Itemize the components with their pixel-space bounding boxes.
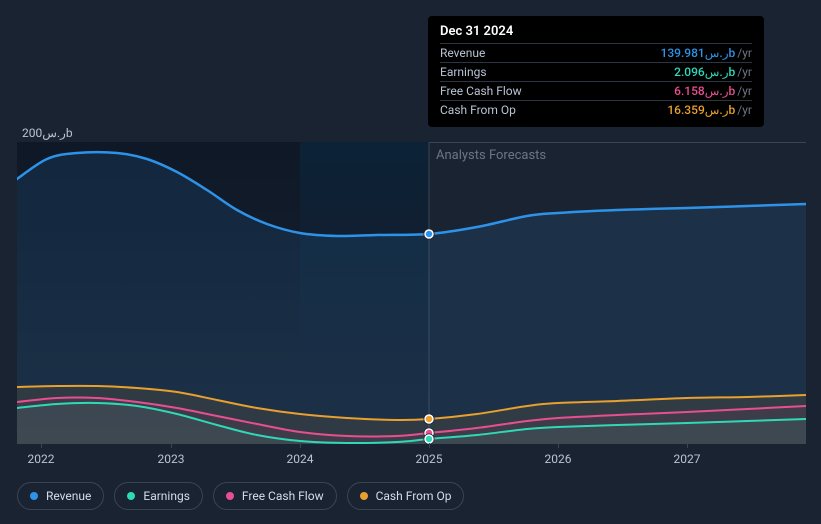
tooltip-row-label: Cash From Op [440, 103, 667, 117]
legend-label: Cash From Op [376, 489, 452, 503]
tooltip-row-value: 2.096ر.سb [674, 65, 735, 79]
tooltip-row: Earnings2.096ر.سb /yr [440, 62, 752, 81]
tooltip-row-unit: /yr [737, 103, 752, 117]
tooltip-row-value: 6.158ر.سb [674, 84, 735, 98]
x-tickmark [41, 443, 42, 448]
tooltip-row-value: 16.359ر.سb [667, 103, 735, 117]
y-axis-label-top: ر.س200b [22, 126, 73, 140]
tooltip-row: Free Cash Flow6.158ر.سb /yr [440, 81, 752, 100]
x-tickmark [429, 443, 430, 448]
tooltip-row-label: Free Cash Flow [440, 84, 674, 98]
x-tick-label: 2025 [416, 452, 443, 466]
tooltip-row: Revenue139.981ر.سb /yr [440, 43, 752, 62]
tooltip-date: Dec 31 2024 [440, 24, 752, 43]
hover-tooltip: Dec 31 2024 Revenue139.981ر.سb /yrEarnin… [428, 16, 764, 127]
chart-svg [17, 142, 806, 444]
x-axis: 2022 2023 2024 2025 2026 2027 [17, 448, 806, 468]
x-tick-label: 2027 [674, 452, 701, 466]
legend-item-earnings[interactable]: Earnings [114, 482, 203, 510]
legend-label: Earnings [143, 489, 190, 503]
tooltip-row-label: Earnings [440, 65, 674, 79]
legend-dot-icon [226, 492, 234, 500]
x-tickmark [171, 443, 172, 448]
tooltip-row-value: 139.981ر.سb [661, 46, 736, 60]
tooltip-row: Cash From Op16.359ر.سb /yr [440, 100, 752, 119]
x-tickmark [687, 443, 688, 448]
x-tick-label: 2023 [158, 452, 185, 466]
tooltip-row-unit: /yr [737, 84, 752, 98]
legend-item-revenue[interactable]: Revenue [17, 482, 104, 510]
legend-label: Revenue [46, 489, 91, 503]
x-tickmark [558, 443, 559, 448]
tooltip-row-label: Revenue [440, 46, 661, 60]
x-tick-label: 2026 [545, 452, 572, 466]
legend-dot-icon [30, 492, 38, 500]
legend-item-free-cash-flow[interactable]: Free Cash Flow [213, 482, 337, 510]
x-tick-label: 2024 [287, 452, 314, 466]
tooltip-row-unit: /yr [737, 65, 752, 79]
legend-label: Free Cash Flow [242, 489, 324, 503]
legend-dot-icon [360, 492, 368, 500]
legend-item-cash-from-op[interactable]: Cash From Op [347, 482, 465, 510]
legend-dot-icon [127, 492, 135, 500]
x-tick-label: 2022 [28, 452, 55, 466]
x-tickmark [300, 443, 301, 448]
tooltip-row-unit: /yr [737, 46, 752, 60]
legend: Revenue Earnings Free Cash Flow Cash From O… [17, 482, 464, 510]
chart-area[interactable] [17, 142, 806, 444]
